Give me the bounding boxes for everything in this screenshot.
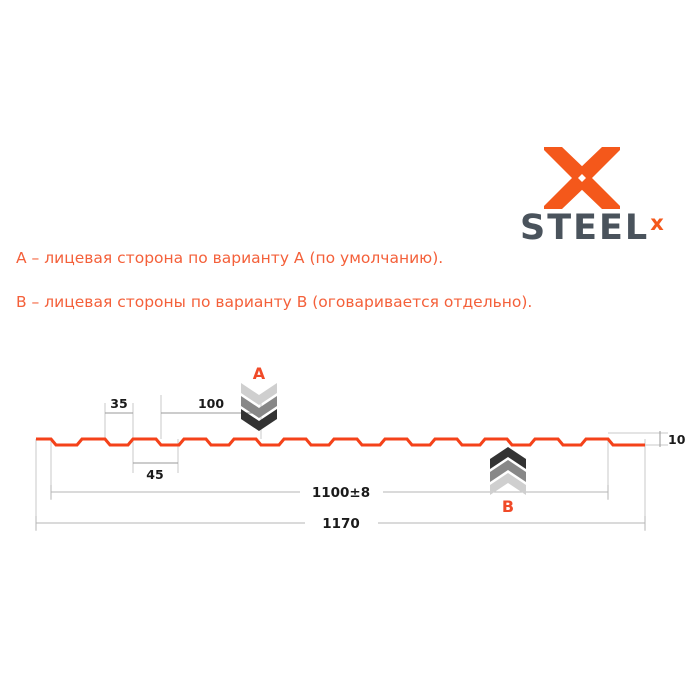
dimension-working-width: 1100±8 (50, 485, 609, 501)
sheet-profile-outline (36, 437, 645, 447)
dimension-pitch-label: 100 (198, 396, 224, 411)
marker-a: A (241, 364, 277, 431)
marker-b-label: B (502, 497, 514, 516)
dimension-rib-top: 35 (105, 396, 133, 414)
wordmark-x-suffix: x (650, 211, 664, 235)
dimension-valley-label: 45 (146, 467, 163, 482)
dimension-height: 10 (659, 431, 686, 447)
dimension-total-width-label: 1170 (322, 516, 360, 532)
dimension-valley: 45 (133, 462, 178, 482)
wordmark-steel: STEEL (520, 208, 650, 248)
marker-b-chevron-icon (490, 447, 526, 495)
marker-b: B (490, 447, 526, 516)
dimension-rib-top-label: 35 (110, 396, 127, 411)
marker-a-chevron-icon (241, 383, 277, 431)
dimension-height-label: 10 (668, 432, 686, 447)
dimension-total-width: 1170 (35, 516, 646, 532)
marker-a-label: A (253, 364, 266, 383)
steelx-wordmark: STEELx (520, 205, 690, 251)
steelx-x-logo-icon (542, 143, 622, 213)
legend-line-variant-a: A – лицевая сторона по варианту А (по ум… (16, 249, 444, 267)
steelx-logo: STEELx (520, 143, 690, 251)
profile-technical-drawing: 35 100 45 10 1100 (0, 355, 700, 545)
legend-line-variant-b: B – лицевая стороны по варианту B (огова… (16, 293, 533, 311)
dimension-working-width-label: 1100±8 (312, 485, 370, 501)
